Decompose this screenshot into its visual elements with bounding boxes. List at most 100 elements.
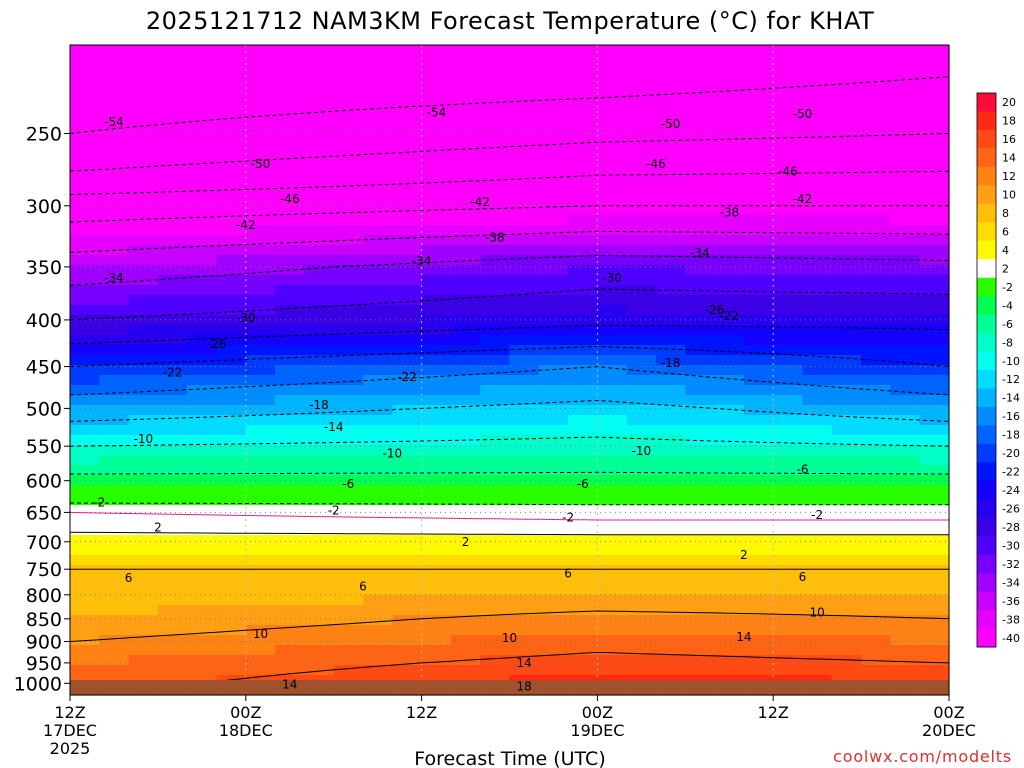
temperature-cell — [509, 235, 540, 246]
temperature-cell — [890, 245, 921, 256]
temperature-cell — [157, 625, 188, 636]
temperature-cell — [187, 65, 218, 76]
temperature-cell — [480, 625, 511, 636]
temperature-cell — [597, 315, 628, 326]
temperature-cell — [656, 575, 686, 586]
temperature-cell — [216, 565, 247, 576]
temperature-cell — [70, 95, 100, 106]
temperature-cell — [99, 505, 130, 516]
temperature-cell — [568, 495, 598, 506]
temperature-cell — [304, 445, 335, 456]
contour-label: 10 — [809, 606, 824, 620]
temperature-cell — [773, 415, 804, 426]
temperature-cell — [187, 585, 218, 596]
temperature-cell — [568, 355, 598, 366]
temperature-cell — [216, 465, 247, 476]
temperature-cell — [597, 185, 628, 196]
temperature-cell — [245, 235, 276, 246]
temperature-cell — [304, 275, 335, 286]
temperature-cell — [157, 135, 188, 146]
colorbar-swatch — [977, 388, 996, 408]
temperature-cell — [802, 275, 833, 286]
temperature-cell — [421, 135, 452, 146]
temperature-cell — [128, 115, 159, 126]
temperature-cell — [70, 605, 100, 616]
y-tick-label: 800 — [26, 585, 62, 607]
temperature-cell — [363, 535, 393, 546]
temperature-cell — [99, 485, 130, 496]
contour-label: -2 — [562, 510, 574, 524]
temperature-cell — [509, 395, 540, 406]
temperature-cell — [714, 425, 745, 436]
temperature-cell — [919, 45, 950, 56]
temperature-cell — [450, 285, 481, 296]
temperature-cell — [304, 305, 335, 316]
temperature-cell — [245, 275, 276, 286]
temperature-cell — [714, 255, 745, 266]
temperature-cell — [421, 575, 452, 586]
temperature-cell — [714, 105, 745, 116]
temperature-cell — [656, 75, 686, 86]
temperature-cell — [568, 65, 598, 76]
temperature-cell — [861, 125, 891, 136]
temperature-cell — [275, 335, 305, 346]
y-tick-label: 1000 — [14, 673, 62, 695]
temperature-cell — [568, 105, 598, 116]
temperature-cell — [714, 395, 745, 406]
temperature-cell — [245, 165, 276, 176]
temperature-cell — [216, 455, 247, 466]
temperature-cell — [626, 645, 657, 656]
temperature-cell — [831, 325, 862, 336]
temperature-cell — [802, 365, 833, 376]
temperature-cell — [538, 665, 569, 676]
temperature-cell — [421, 235, 452, 246]
temperature-cell — [802, 655, 833, 666]
temperature-cell — [509, 335, 540, 346]
temperature-cell — [509, 85, 540, 96]
temperature-cell — [509, 605, 540, 616]
temperature-cell — [685, 145, 716, 156]
temperature-cell — [304, 245, 335, 256]
y-tick-label: 700 — [26, 532, 62, 554]
temperature-cell — [216, 625, 247, 636]
temperature-cell — [773, 265, 804, 276]
temperature-cell — [656, 95, 686, 106]
temperature-cell — [304, 515, 335, 526]
temperature-cell — [597, 355, 628, 366]
temperature-cell — [509, 275, 540, 286]
temperature-cell — [861, 525, 891, 536]
temperature-cell — [245, 245, 276, 256]
temperature-cell — [656, 205, 686, 216]
temperature-cell — [656, 145, 686, 156]
temperature-cell — [685, 55, 716, 66]
temperature-cell — [919, 265, 950, 276]
temperature-cell — [392, 85, 423, 96]
temperature-cell — [919, 355, 950, 366]
temperature-cell — [568, 345, 598, 356]
plot-area: -54-54-50-50-50 -46-46-46-42-42 -42-38-38-… — [69, 44, 950, 696]
temperature-cell — [392, 145, 423, 156]
temperature-cell — [802, 595, 833, 606]
temperature-cell — [861, 65, 891, 76]
temperature-cell — [773, 105, 804, 116]
temperature-cell — [685, 275, 716, 286]
temperature-cell — [509, 385, 540, 396]
temperature-cell — [509, 115, 540, 126]
temperature-cell — [216, 385, 247, 396]
temperature-cell — [597, 295, 628, 306]
temperature-cell — [626, 605, 657, 616]
temperature-cell — [626, 85, 657, 96]
credit-link[interactable]: coolwx.com/modelts — [833, 747, 1012, 766]
temperature-cell — [509, 495, 540, 506]
temperature-cell — [568, 615, 598, 626]
temperature-cell — [685, 305, 716, 316]
temperature-cell — [363, 185, 393, 196]
temperature-cell — [128, 475, 159, 486]
temperature-cell — [450, 395, 481, 406]
temperature-cell — [538, 525, 569, 536]
temperature-cell — [509, 635, 540, 646]
temperature-cell — [157, 365, 188, 376]
temperature-cell — [714, 75, 745, 86]
temperature-cell — [685, 575, 716, 586]
temperature-cell — [187, 445, 218, 456]
